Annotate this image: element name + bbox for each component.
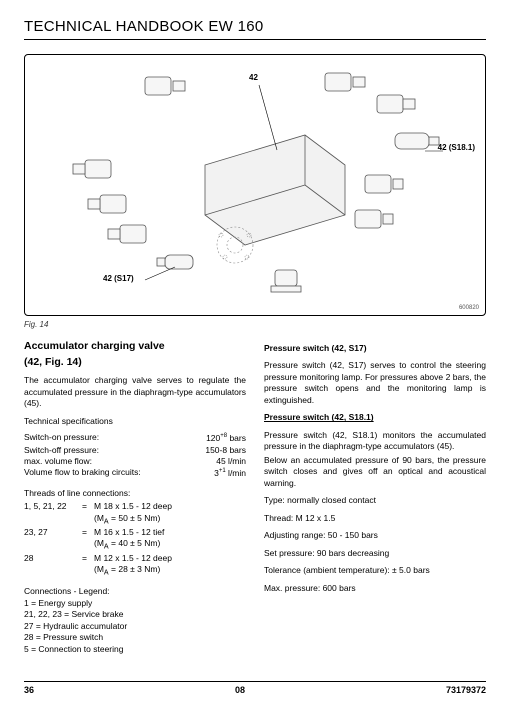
tech-spec-heading: Technical specifications [24, 416, 246, 427]
left-column: Accumulator charging valve (42, Fig. 14)… [24, 337, 246, 655]
thread-line: (MA = 40 ± 5 Nm) [24, 538, 246, 552]
legend-line: 28 = Pressure switch [24, 632, 246, 643]
s18-spec-line: Tolerance (ambient temperature): ± 5.0 b… [264, 565, 486, 576]
callout-42: 42 [249, 73, 258, 82]
left-subtitle: (42, Fig. 14) [24, 355, 246, 369]
figure-14: 42 42 (S18.1) 42 (S17) 600820 [24, 54, 486, 316]
legend-line: 1 = Energy supply [24, 598, 246, 609]
spec-table: Switch-on pressure:120+8 barsSwitch-off … [24, 432, 246, 480]
figure-print-code: 600820 [459, 305, 479, 311]
s18-spec-line: Set pressure: 90 bars decreasing [264, 548, 486, 559]
thread-line: 1, 5, 21, 22=M 18 x 1.5 - 12 deep [24, 501, 246, 512]
threads-heading: Threads of line connections: [24, 488, 246, 499]
s17-text: Pressure switch (42, S17) serves to cont… [264, 360, 486, 406]
footer-docno: 73179372 [446, 685, 486, 695]
thread-line: (MA = 28 ± 3 Nm) [24, 564, 246, 578]
spec-row: Volume flow to braking circuits:3+1 l/mi… [24, 467, 246, 479]
spec-row: Switch-on pressure:120+8 bars [24, 432, 246, 444]
s18-spec-line: Thread: M 12 x 1.5 [264, 513, 486, 524]
figure-svg [25, 55, 485, 315]
left-intro: The accumulator charging valve serves to… [24, 375, 246, 409]
body-columns: Accumulator charging valve (42, Fig. 14)… [24, 337, 486, 655]
spec-row: max. volume flow:45 l/min [24, 456, 246, 467]
spec-row: Switch-off pressure:150-8 bars [24, 445, 246, 456]
legend-line: 5 = Connection to steering [24, 644, 246, 655]
footer-section: 08 [235, 685, 245, 695]
s18-spec-line: Adjusting range: 50 - 150 bars [264, 530, 486, 541]
thread-line: (MA = 50 ± 5 Nm) [24, 513, 246, 527]
footer-page: 36 [24, 685, 34, 695]
s17-heading: Pressure switch (42, S17) [264, 343, 486, 354]
legend-line: 21, 22, 23 = Service brake [24, 609, 246, 620]
s18-spec-line: Type: normally closed contact [264, 495, 486, 506]
s18-p2: Below an accumulated pressure of 90 bars… [264, 455, 486, 489]
s18-spec-line: Max. pressure: 600 bars [264, 583, 486, 594]
page-footer: 36 08 73179372 [24, 681, 486, 695]
s18-p1: Pressure switch (42, S18.1) monitors the… [264, 430, 486, 453]
figure-caption: Fig. 14 [24, 320, 486, 329]
left-title: Accumulator charging valve [24, 339, 246, 353]
callout-42-s17: 42 (S17) [103, 274, 134, 283]
legend-line: 27 = Hydraulic accumulator [24, 621, 246, 632]
callout-42-s18: 42 (S18.1) [438, 143, 475, 152]
s18-heading: Pressure switch (42, S18.1) [264, 412, 486, 423]
right-column: Pressure switch (42, S17) Pressure switc… [264, 337, 486, 655]
legend-heading: Connections - Legend: [24, 586, 246, 597]
page-header: TECHNICAL HANDBOOK EW 160 [24, 18, 486, 40]
thread-line: 28=M 12 x 1.5 - 12 deep [24, 553, 246, 564]
thread-line: 23, 27=M 16 x 1.5 - 12 tief [24, 527, 246, 538]
